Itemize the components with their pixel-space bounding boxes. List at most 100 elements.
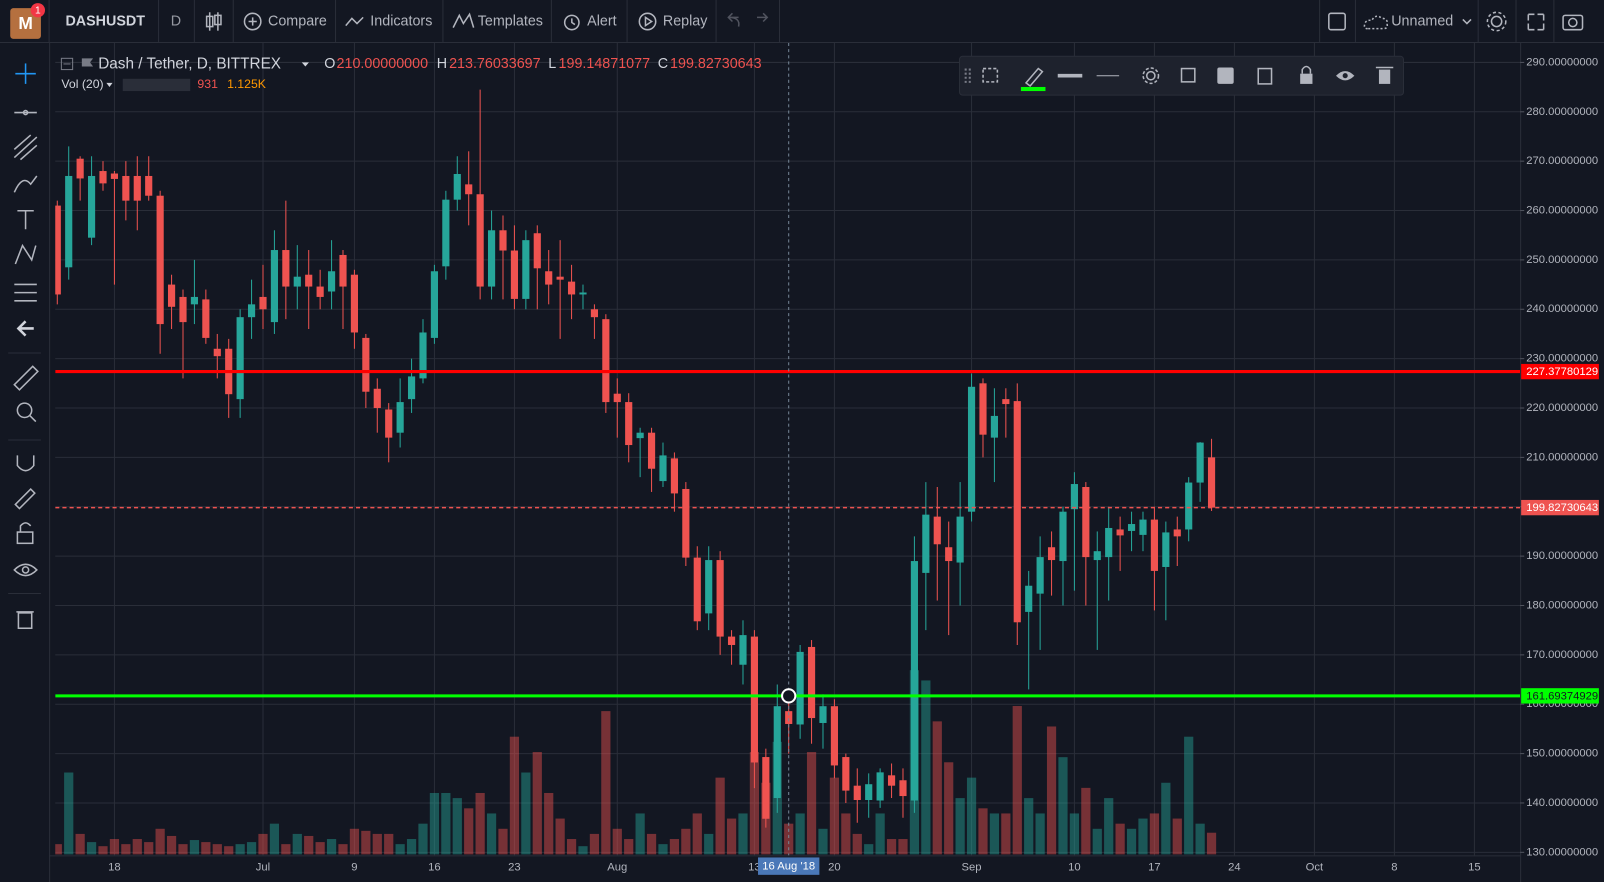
volume-bar [75,833,85,855]
line-tool[interactable] [14,109,37,116]
volume-title[interactable]: Vol (20) [61,77,103,91]
y-tick-label: 170.00000000 [1526,649,1598,661]
volume-menu[interactable] [106,82,113,87]
candle-body [1127,524,1136,531]
replay-icon[interactable] [638,12,657,31]
high-value: 213.76033697 [449,56,541,72]
volume-bar [1184,736,1194,855]
candle-body [762,757,770,819]
candle-body [1059,511,1067,562]
text-tool[interactable] [17,210,34,230]
layout-icon[interactable] [1328,12,1346,31]
volume-bar [269,823,280,855]
alert-icon[interactable] [563,14,580,31]
volume-bar [795,813,805,855]
volume-controls[interactable] [122,78,191,92]
alert[interactable]: Alert [587,13,616,29]
symbol[interactable]: DASHUSDT [65,13,145,29]
snapshot[interactable] [1562,14,1584,31]
settings-button[interactable] [1142,67,1160,85]
volume-bar [315,842,325,855]
indicators-icon[interactable] [345,16,364,27]
candle-body [590,309,598,318]
y-tick-label: 190.00000000 [1526,550,1598,562]
volume-bar [829,777,840,855]
color-button[interactable] [1024,67,1044,87]
candle-body [213,348,221,357]
zoom-tool[interactable] [16,402,37,423]
layout-menu[interactable] [1462,18,1472,25]
volume-bar [155,828,165,855]
volume-bar [235,844,245,855]
crosshair-tool[interactable] [15,63,36,84]
logo[interactable] [10,8,41,39]
fib-tool[interactable] [13,134,38,161]
alert-button[interactable] [1180,67,1196,83]
templates[interactable]: Templates [478,13,543,29]
prediction-tool[interactable] [14,283,37,302]
volume-bar [224,846,234,855]
back-tool[interactable] [16,320,34,337]
x-tick-label: Jul [256,862,270,874]
delete-button[interactable] [1378,69,1391,84]
volume-bar [384,833,394,855]
axes: 130.00000000140.00000000150.00000000160.… [108,56,1599,875]
series-menu[interactable] [301,62,309,67]
measure-tool[interactable] [13,365,39,391]
clone-button[interactable] [1257,67,1273,85]
volume-bar [109,839,120,855]
candle-body [1013,401,1021,623]
chart-type-icon[interactable] [205,12,222,31]
flag[interactable] [81,58,94,71]
stay-drawing[interactable] [14,488,36,510]
volume-bar [55,844,62,855]
candle-body [1207,457,1216,508]
volume-bar [178,844,188,855]
collapse[interactable] [60,57,74,71]
volume-bar [144,842,154,855]
magnet-tool[interactable] [16,455,35,472]
x-tick-label: 13 [748,862,761,874]
volume-bar [1092,828,1102,855]
candle-body [556,276,564,280]
volume-bar [1081,787,1091,855]
indicators[interactable]: Indicators [370,13,432,29]
candle-body [1047,547,1056,561]
undo[interactable] [727,12,740,27]
brush-tool[interactable] [13,175,38,193]
hide-tool[interactable] [13,563,38,577]
plot [55,42,1521,856]
replay[interactable]: Replay [663,13,708,29]
volume-bar [955,798,965,855]
candle-body [430,271,439,338]
y-tick-label: 130.00000000 [1526,846,1598,858]
volume-bar [418,823,428,855]
volume-bar [1058,757,1068,855]
pattern-tool[interactable] [14,243,37,265]
candle-body [1002,399,1010,405]
volume-bar [201,842,211,855]
templates-icon[interactable] [452,12,475,28]
interval[interactable]: D [171,13,181,29]
volume-bar [921,680,931,855]
lock-tool[interactable] [16,522,34,545]
fullscreen[interactable] [1527,13,1545,31]
volume-bar [1161,782,1171,855]
series-title[interactable]: Dash / Tether, D, BITTREX [98,56,281,73]
remove-tool[interactable] [16,611,34,630]
candle-body [453,174,461,200]
candle-body [327,271,336,292]
open-label: O [324,56,335,72]
hide-button[interactable] [1335,71,1355,81]
redo[interactable] [756,12,769,23]
lock-button[interactable] [1300,73,1313,84]
volume-bar [1069,813,1080,855]
compare[interactable]: Compare [268,13,327,29]
template-button[interactable] [982,67,999,83]
volume-bar [132,839,142,855]
layout-name[interactable]: Unnamed [1391,13,1453,29]
visual-order-button[interactable] [1217,67,1234,84]
settings[interactable] [1486,11,1507,32]
compare-icon[interactable] [243,12,262,31]
candle-body [670,458,678,494]
